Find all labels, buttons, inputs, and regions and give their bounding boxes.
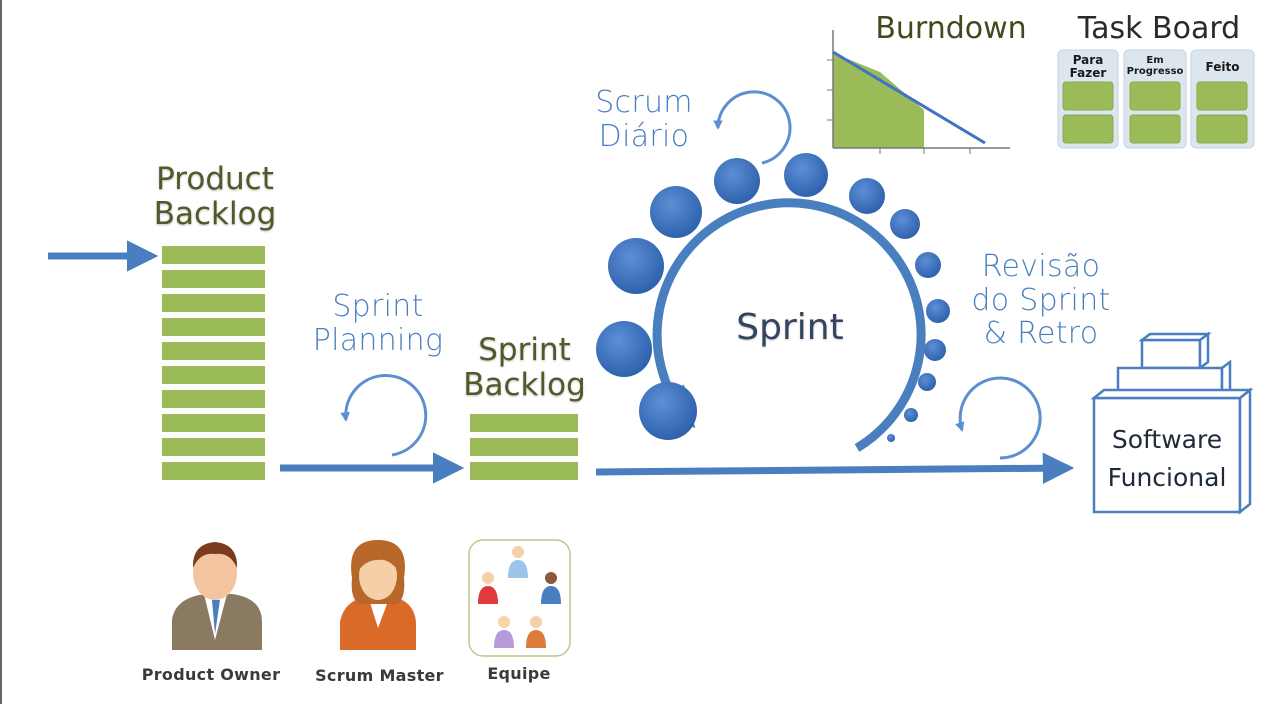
- backlog-item-bar: [162, 462, 265, 480]
- backlog-item-bar: [162, 438, 265, 456]
- sprint-arc: [652, 198, 926, 452]
- sprint-day-dot: [596, 321, 652, 377]
- product-backlog-label-line1: Product: [156, 161, 274, 197]
- backlog-item-bar: [162, 342, 265, 360]
- sprint-planning-label: Sprint Planning: [298, 290, 458, 357]
- sprint-day-dot: [849, 178, 885, 214]
- sprint-backlog-label: Sprint Backlog: [452, 333, 597, 402]
- sprint-day-dot: [890, 209, 920, 239]
- sprint-day-dot: [926, 299, 950, 323]
- backlog-item-bar: [470, 414, 578, 432]
- sprint-day-dot: [918, 373, 936, 391]
- scrum-diario-label: Scrum Diário: [578, 86, 710, 153]
- para-fazer-line2: Fazer: [1069, 65, 1107, 80]
- revisao-label-line3: & Retro: [983, 316, 1099, 352]
- sprint-day-dot: [887, 434, 895, 442]
- burndown-area: [833, 53, 924, 148]
- review-cycle-icon: [955, 376, 1042, 460]
- task-board: [1057, 49, 1255, 149]
- feito-line1: Feito: [1205, 60, 1240, 74]
- sprint-backlog-label-line1: Sprint: [478, 332, 571, 368]
- backlog-item-bar: [162, 414, 265, 432]
- role-equipe: Equipe: [487, 664, 551, 683]
- product-owner-avatar-icon: [172, 542, 262, 650]
- backlog-item-bar: [470, 462, 578, 480]
- sprint-day-dot: [784, 153, 828, 197]
- sprint-backlog-stack: [470, 414, 578, 480]
- task-column-header-para-fazer: Para Fazer: [1058, 54, 1118, 79]
- backlog-item-bar: [162, 294, 265, 312]
- task-board-title: Task Board: [1077, 11, 1241, 46]
- task-column-header-em-progresso: Em Progresso: [1124, 55, 1186, 77]
- backlog-item-bar: [162, 366, 265, 384]
- task-card: [1062, 81, 1114, 111]
- revisao-label-line2: do Sprint: [971, 282, 1111, 318]
- backlog-item-bar: [470, 438, 578, 456]
- sprint-day-dot: [924, 339, 946, 361]
- sprint-planning-label-line1: Sprint: [332, 289, 424, 324]
- role-scrum-master: Scrum Master: [315, 666, 444, 685]
- revisao-label: Revisão do Sprint & Retro: [960, 250, 1122, 351]
- product-backlog-label-line2: Backlog: [153, 195, 277, 232]
- scrum-master-avatar-icon: [340, 540, 416, 650]
- em-progresso-line2: Progresso: [1126, 65, 1184, 77]
- backlog-item-bar: [162, 318, 265, 336]
- product-backlog-label: Product Backlog: [140, 162, 290, 231]
- burndown-ideal-line: [832, 50, 986, 145]
- sprint-day-dot: [639, 382, 697, 440]
- backlog-item-bar: [162, 390, 265, 408]
- planning-cycle-icon: [340, 373, 428, 457]
- burndown-title: Burndown: [875, 11, 1027, 46]
- sprint-planning-label-line2: Planning: [312, 322, 444, 358]
- role-product-owner: Product Owner: [141, 665, 281, 684]
- task-card: [1196, 114, 1248, 144]
- sprint-flow-arrow: [595, 452, 1075, 484]
- burndown-chart: [827, 30, 1010, 154]
- task-card: [1062, 114, 1114, 144]
- software-funcional-label: Software Funcional: [1094, 426, 1240, 492]
- sprint-day-dot: [650, 186, 702, 238]
- backlog-item-bar: [162, 246, 265, 264]
- em-progresso-line1: Em: [1146, 55, 1164, 66]
- software-label-line1: Software: [1111, 425, 1223, 454]
- task-card: [1129, 81, 1181, 111]
- sprint-day-dot: [904, 408, 918, 422]
- daily-cycle-icon: [713, 90, 792, 165]
- scrum-diario-label-line2: Diário: [598, 118, 690, 154]
- scrum-diario-label-line1: Scrum: [595, 85, 693, 120]
- software-box-icon: [1090, 331, 1254, 515]
- team-group-icon: [468, 539, 571, 657]
- sprint-day-dots: [596, 153, 950, 442]
- revisao-label-line1: Revisão: [981, 249, 1101, 284]
- sprint-backlog-label-line2: Backlog: [463, 366, 586, 403]
- software-label-line2: Funcional: [1107, 463, 1227, 492]
- sprint-day-dot: [714, 158, 760, 204]
- backlog-item-bar: [162, 270, 265, 288]
- sprint-day-dot: [608, 238, 664, 294]
- para-fazer-line1: Para: [1072, 53, 1104, 67]
- sprint-day-dot: [915, 252, 941, 278]
- product-backlog-stack: [162, 246, 265, 480]
- sprint-label: Sprint: [736, 307, 844, 348]
- task-card: [1196, 81, 1248, 111]
- task-card: [1129, 114, 1181, 144]
- task-column-header-feito: Feito: [1191, 61, 1254, 74]
